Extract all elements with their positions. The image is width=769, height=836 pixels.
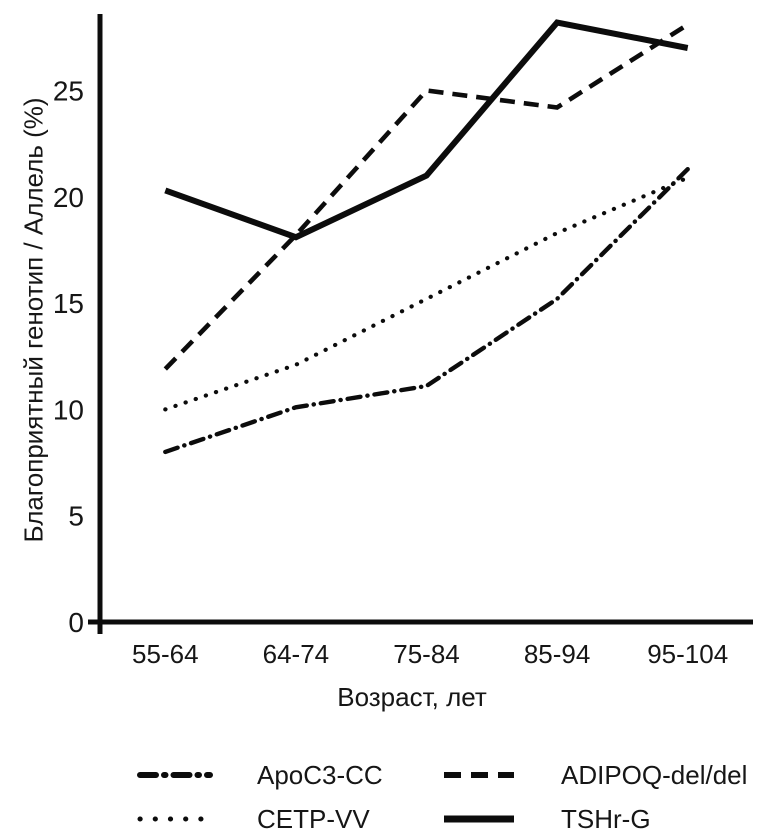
y-tick-label: 0 [68,607,84,638]
solid-line-sample-icon [444,815,514,823]
x-tick-label: 85-94 [524,639,591,669]
dashed-line-sample-icon [444,772,514,778]
series-line-tshr-g [164,19,689,241]
legend-label-tshr-g: TSHr-G [561,803,651,834]
legend-marker-cetp-vv [137,801,213,836]
legend-label-cetp-vv: CETP-VV [257,803,370,834]
legend-marker-apoc3-cc [137,757,213,793]
y-tick-label: 20 [53,182,84,213]
y-tick-label: 25 [53,76,84,107]
legend-label-adipoq-del-del: ADIPOQ-del/del [561,759,748,790]
x-tick-label: 64-74 [263,639,330,669]
y-axis-title: Благоприятный генотип / Аллель (%) [18,97,49,543]
dashdot-line-sample-icon [137,772,213,778]
y-tick-label: 15 [53,288,84,319]
line-chart-plot: 0 5 10 15 20 25 55-64 64-74 75-84 85-94 95-104 [53,14,753,669]
legend-label-apoc3-cc: ApoC3-CC [257,759,383,790]
x-tick-label: 95-104 [647,639,728,669]
dotted-line-sample-icon [137,816,213,822]
legend-marker-tshr-g [441,801,517,836]
legend-marker-adipoq-del-del [441,757,517,793]
y-tick-label: 5 [68,501,84,532]
x-tick-label: 55-64 [132,639,199,669]
legend: ApoC3-CC ADIPOQ-del/del CETP-VV TSHr-G [137,757,747,836]
y-tick-label: 10 [53,394,84,425]
series-line-cetp-vv [163,175,690,412]
series-line-adipoq-del-del [163,22,689,371]
x-axis-title: Возраст, лет [337,682,487,712]
x-tick-label: 75-84 [393,639,460,669]
series-line-apoc3-cc [163,166,690,455]
